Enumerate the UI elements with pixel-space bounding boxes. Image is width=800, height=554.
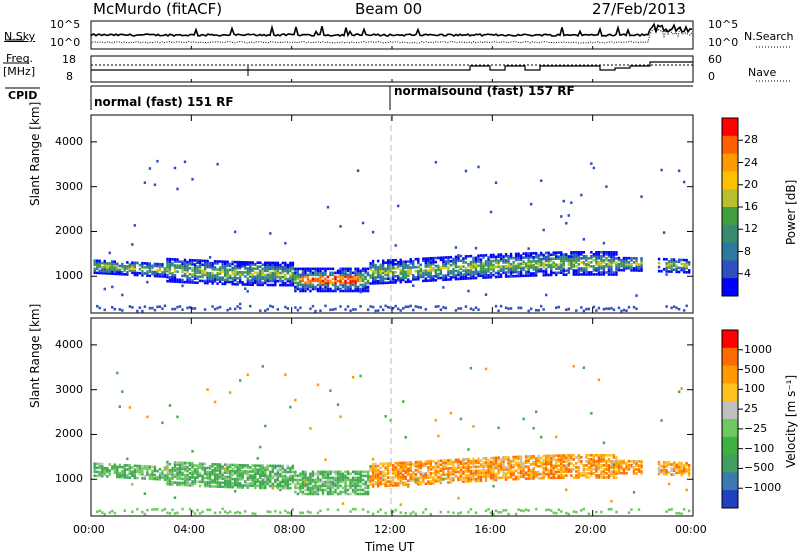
nsearch-tick-low: 10^0	[708, 36, 739, 49]
time-axis	[90, 46, 694, 516]
power-ytick-label-2: 3000	[55, 179, 83, 193]
velocity-cbar-tick-6: −500	[744, 461, 775, 475]
velocity-cbar-swatch-6	[722, 436, 738, 456]
velocity-cbar-tick-1: 500	[744, 362, 765, 376]
velocity-ytick-label-3: 4000	[55, 337, 83, 351]
cpid-segment-1: normal (fast) 151 RF	[94, 95, 234, 109]
power-cbar-tick-0: 28	[744, 133, 758, 147]
nsearch-label: N.Search	[744, 30, 794, 43]
velocity-cbar-swatch-7	[722, 454, 738, 473]
power-ytick-label-0: 1000	[55, 269, 83, 283]
power-cbar-tick-5: 8	[744, 244, 751, 258]
power-cbar-label: Power [dB]	[784, 179, 798, 245]
freq-unit-label: [MHz]	[3, 65, 36, 78]
power-cells	[93, 159, 691, 313]
station-title: McMurdo (fitACF)	[93, 0, 223, 18]
power-ylabel: Slant Range [km]	[28, 101, 42, 206]
velocity-cbar-swatch-8	[722, 472, 738, 491]
power-cbar-tick-6: 4	[744, 266, 751, 280]
nsearch-tick-high: 10^5	[708, 18, 739, 31]
velocity-cbar-swatch-1	[722, 347, 738, 367]
velocity-cbar-tick-4: −25	[744, 421, 768, 435]
power-cbar-swatch-8	[722, 260, 738, 279]
date-title: 27/Feb/2013	[592, 0, 686, 18]
power-cbar-swatch-5	[722, 207, 738, 226]
cpid-panel	[5, 85, 693, 110]
time-tick-label-1: 04:00	[173, 523, 206, 536]
power-cbar-swatch-9	[722, 278, 738, 297]
power-y-axis	[91, 141, 693, 277]
time-tick-label-4: 16:00	[474, 523, 507, 536]
time-tick-label-2: 08:00	[273, 523, 306, 536]
velocity-cbar-tick-0: 1000	[744, 342, 772, 356]
power-cbar-swatch-0	[722, 118, 738, 137]
nsky-tick-high: 10^5	[50, 18, 81, 31]
time-tick-label-6: 00:00	[675, 523, 707, 536]
nave-tick-high: 60	[708, 53, 722, 66]
velocity-ytick-label-2: 3000	[55, 382, 83, 396]
nsky-line	[90, 22, 693, 38]
cpid-segment-2: normalsound (fast) 157 RF	[394, 84, 575, 98]
power-cbar-swatch-7	[722, 242, 738, 261]
freq-tick-high: 18	[62, 53, 76, 66]
velocity-ytick-label-1: 2000	[55, 427, 83, 441]
velocity-cbar-swatch-9	[722, 490, 738, 509]
velocity-ylabel: Slant Range [km]	[28, 303, 42, 408]
time-tick-label-3: 12:00	[374, 523, 406, 536]
power-cbar-swatch-3	[722, 171, 738, 190]
power-cbar-swatch-4	[722, 189, 738, 208]
nave-tick-low: 0	[708, 70, 715, 83]
freq-tick-low: 8	[66, 70, 73, 83]
velocity-cbar-swatch-3	[722, 383, 738, 402]
velocity-cbar-tick-7: −1000	[744, 481, 782, 495]
velocity-colorbar	[721, 329, 743, 509]
velocity-cells	[93, 365, 691, 516]
velocity-cbar-tick-5: −100	[744, 441, 775, 455]
freq-panel	[3, 55, 790, 83]
velocity-cbar-swatch-5	[722, 419, 738, 438]
velocity-cbar-tick-3: 25	[744, 402, 758, 416]
velocity-cbar-swatch-4	[722, 401, 738, 420]
velocity-cbar-swatch-2	[722, 365, 738, 384]
power-cbar-tick-3: 16	[744, 200, 758, 213]
velocity-y-axis	[91, 344, 693, 480]
time-xlabel: Time UT	[365, 540, 415, 554]
nsky-tick-low: 10^0	[50, 36, 81, 49]
time-tick-label-0: 00:00	[73, 523, 105, 536]
velocity-ytick-label-0: 1000	[55, 472, 83, 486]
time-tick-label-5: 20:00	[574, 523, 607, 536]
power-ytick-label-3: 4000	[55, 134, 83, 148]
velocity-cbar-swatch-0	[722, 330, 738, 349]
power-panel	[90, 114, 694, 314]
power-ytick-label-1: 2000	[55, 224, 83, 238]
beam-title: Beam 00	[355, 0, 423, 18]
power-cbar-tick-2: 20	[744, 177, 758, 191]
nave-label: Nave	[748, 66, 777, 79]
power-cbar-tick-1: 24	[744, 155, 758, 169]
power-cbar-swatch-6	[722, 224, 738, 244]
power-cbar-swatch-1	[722, 135, 738, 155]
velocity-cbar-label: Velocity [m s⁻¹]	[784, 374, 798, 468]
power-colorbar	[721, 117, 743, 297]
velocity-panel	[90, 317, 694, 517]
cpid-label: CPID	[8, 89, 38, 102]
power-cbar-swatch-2	[722, 153, 738, 172]
velocity-cbar-tick-2: 100	[744, 382, 765, 396]
freq-label: Freq.	[6, 52, 34, 65]
power-cbar-tick-4: 12	[744, 222, 758, 236]
nave-line	[91, 61, 693, 71]
nsky-panel	[5, 20, 790, 50]
